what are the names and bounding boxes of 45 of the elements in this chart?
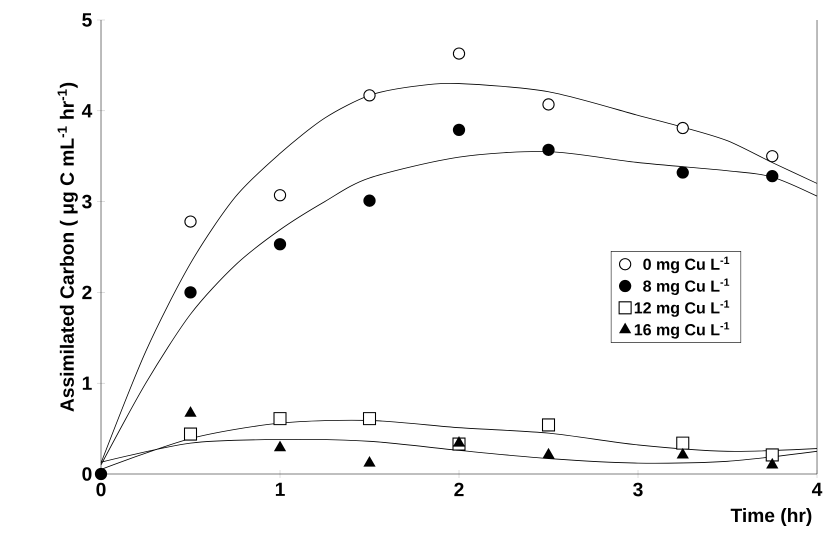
y-tick-label: 2: [82, 286, 92, 300]
point: [274, 189, 286, 202]
point: [676, 436, 690, 450]
point: [766, 458, 778, 468]
point: [362, 412, 376, 426]
point: [452, 124, 466, 136]
point: [766, 448, 779, 462]
legend-label: 8 mg Cu L$^{-1}$: [643, 278, 730, 295]
y-tick-label: 4: [82, 104, 92, 118]
y-tick-label: 3: [82, 194, 92, 208]
point: [542, 418, 556, 432]
point: [453, 436, 465, 447]
y-tick-label: 1: [82, 376, 92, 390]
point: [274, 441, 286, 452]
point: [676, 166, 689, 179]
point: [94, 468, 108, 480]
y-tick-label: 0: [82, 467, 92, 481]
x-tick-label: 4: [812, 482, 822, 496]
legend-label: 12 mg Cu L$^{-1}$: [634, 300, 730, 317]
y-tick-label: 5: [82, 13, 92, 27]
x-tick-label: 0: [96, 482, 106, 496]
point: [363, 194, 376, 207]
point: [766, 170, 778, 182]
point: [542, 144, 555, 156]
point: [363, 89, 376, 102]
point: [676, 122, 689, 134]
point: [766, 150, 778, 162]
point: [184, 215, 197, 228]
point: [542, 98, 555, 111]
point: [542, 448, 554, 458]
point: [677, 448, 688, 458]
x-tick-label: 2: [454, 482, 464, 496]
y-axis-title: Assimilated Carbon ( μg C mL$^{-1}$ hr$^{-1}$): [58, 82, 78, 412]
legend-label: 0 mg Cu L$^{-1}$: [643, 256, 730, 274]
x-tick-label: 1: [276, 482, 285, 496]
point: [364, 456, 376, 467]
point: [452, 47, 466, 60]
point: [184, 406, 196, 417]
x-tick-label: 3: [633, 482, 643, 496]
point: [273, 412, 287, 426]
point: [184, 286, 197, 299]
x-axis-title: Time (hr): [730, 508, 812, 526]
point: [274, 238, 286, 250]
point: [184, 428, 198, 441]
legend-label: 16 mg Cu L$^{-1}$: [634, 322, 730, 339]
